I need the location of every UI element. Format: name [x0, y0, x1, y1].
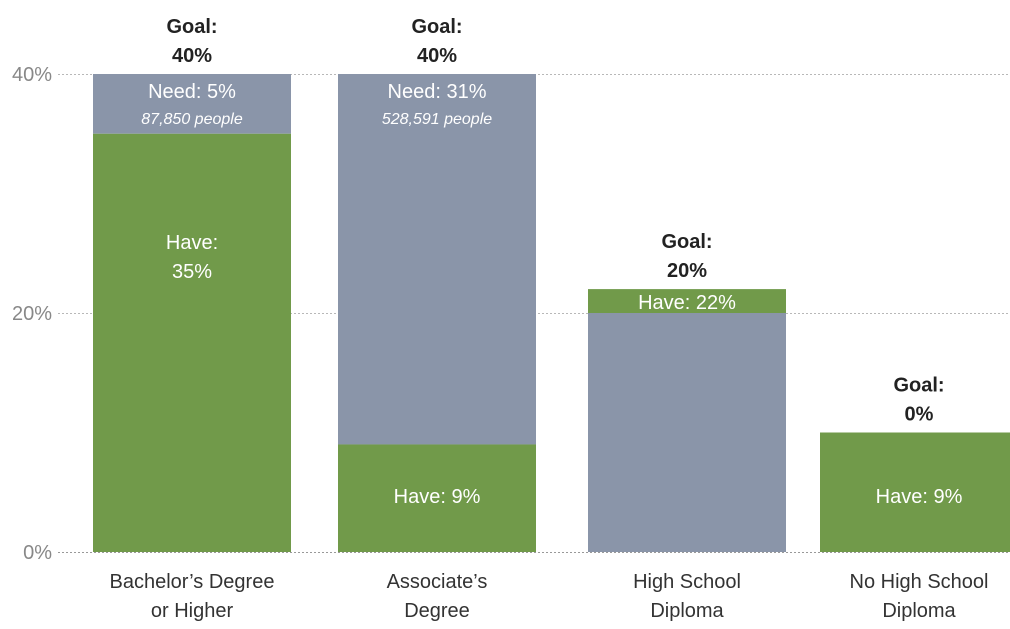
goal-label: Goal:	[411, 16, 462, 38]
category-label: Associate’s	[387, 571, 488, 593]
y-tick-label: 40%	[12, 64, 52, 86]
goal-label: Goal:	[166, 16, 217, 38]
have-label: 35%	[172, 261, 212, 283]
have-bar-segment	[93, 133, 291, 552]
need-label: Need: 5%	[148, 81, 236, 103]
category-label: High School	[633, 571, 741, 593]
have-label: Have: 22%	[638, 292, 736, 314]
y-tick-label: 20%	[12, 303, 52, 325]
y-tick-label: 0%	[23, 542, 52, 564]
category-label: Diploma	[882, 600, 956, 622]
need-people-label: 87,850 people	[141, 111, 243, 128]
have-label: Have: 9%	[876, 486, 963, 508]
category-label: or Higher	[151, 600, 234, 622]
have-bar-segment	[588, 289, 786, 313]
need-label: Need: 31%	[388, 81, 487, 103]
goal-bar-segment	[588, 313, 786, 552]
goal-label: 40%	[417, 45, 457, 67]
category-label: Bachelor’s Degree	[110, 571, 275, 593]
label-layer: 0% 20% 40% Goal: 40% Need: 5% 87,850 people Hav…	[12, 16, 989, 622]
need-people-label: 528,591 people	[382, 111, 492, 128]
category-label: Diploma	[650, 600, 724, 622]
goal-label: 20%	[667, 260, 707, 282]
goal-label: Goal:	[893, 375, 944, 397]
goal-label: 0%	[905, 404, 934, 426]
need-bar-segment	[338, 74, 536, 445]
have-label: Have:	[166, 232, 218, 254]
category-label: Degree	[404, 600, 470, 622]
have-bar-segment	[338, 444, 536, 552]
have-bar-segment	[820, 432, 1010, 552]
need-bar-segment	[93, 74, 291, 134]
category-label: No High School	[850, 571, 989, 593]
goal-label: Goal:	[661, 231, 712, 253]
goal-label: 40%	[172, 45, 212, 67]
bar-layer	[93, 74, 1010, 552]
have-label: Have: 9%	[394, 486, 481, 508]
